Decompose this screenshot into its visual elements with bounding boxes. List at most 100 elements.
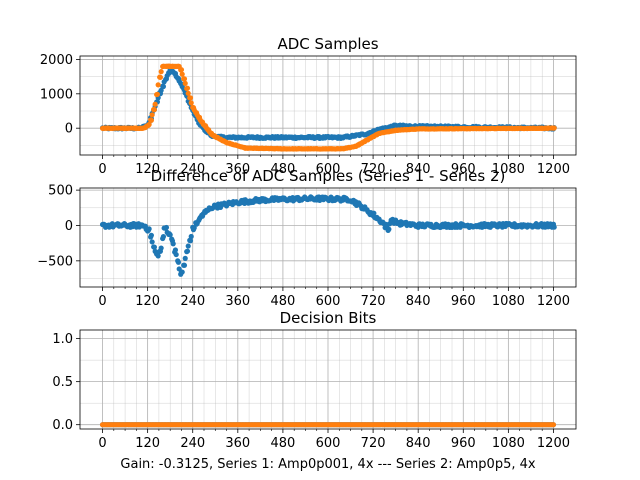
x-tick-label: 480 xyxy=(270,294,295,309)
data-point xyxy=(182,255,188,261)
x-tick-label: 120 xyxy=(135,162,160,177)
x-tick-label: 840 xyxy=(406,162,431,177)
y-tick-label: −500 xyxy=(37,254,73,269)
x-tick-label: 960 xyxy=(451,162,476,177)
y-tick-label: 500 xyxy=(48,184,73,199)
data-point xyxy=(148,232,154,238)
x-tick-label: 840 xyxy=(406,436,431,451)
series-series-2 xyxy=(99,63,557,152)
x-tick-label: 1200 xyxy=(537,436,570,451)
x-tick-label: 0 xyxy=(98,162,106,177)
chart-title: ADC Samples xyxy=(277,35,378,53)
panel-bits: 0 120 240 360 480 600 720 840 960 1080 1200 0.0 0.5 1… xyxy=(52,309,577,451)
y-tick-label: 0 xyxy=(65,219,73,234)
data-point xyxy=(184,85,191,91)
y-tick-label: 1000 xyxy=(40,87,73,102)
figure-note: Gain: -0.3125, Series 1: Amp0p001, 4x --… xyxy=(120,457,535,472)
panel-adc: 0 120 240 360 480 600 720 840 960 1080 1200 0 1000 20… xyxy=(40,35,577,177)
chart-title: Difference of ADC Samples (Series 1 - Se… xyxy=(151,167,506,185)
x-tick-label: 1200 xyxy=(537,294,570,309)
data-point xyxy=(179,71,185,77)
x-tick-label: 720 xyxy=(361,294,386,309)
x-tick-label: 480 xyxy=(270,162,295,177)
x-tick-label: 720 xyxy=(361,162,386,177)
data-point xyxy=(175,259,182,265)
data-point xyxy=(178,67,185,73)
x-tick-label: 360 xyxy=(225,294,250,309)
data-point xyxy=(154,91,161,97)
x-tick-label: 960 xyxy=(451,436,476,451)
data-point xyxy=(173,251,179,258)
data-point xyxy=(182,80,188,86)
data-point xyxy=(146,226,152,232)
x-tick-label: 840 xyxy=(406,294,431,309)
series-difference xyxy=(99,194,557,277)
data-point xyxy=(158,87,164,93)
data-point xyxy=(160,83,167,90)
x-tick-label: 360 xyxy=(225,162,250,177)
panel-diff: 0 120 240 360 480 600 720 840 960 1080 1200 −500 0 50… xyxy=(37,167,577,309)
x-tick-label: 0 xyxy=(98,294,106,309)
data-point xyxy=(181,262,188,268)
axes-frame xyxy=(79,187,577,288)
data-point xyxy=(188,100,194,106)
data-point xyxy=(185,243,191,249)
data-point xyxy=(185,90,191,96)
y-tick-label: 0.5 xyxy=(52,375,73,390)
x-tick-label: 360 xyxy=(225,436,250,451)
data-point xyxy=(550,422,557,428)
data-point xyxy=(551,125,557,131)
y-tick-label: 2000 xyxy=(40,53,73,68)
y-tick-label: 0.0 xyxy=(52,418,73,433)
data-point xyxy=(158,245,164,251)
data-point xyxy=(188,233,194,240)
data-point xyxy=(149,112,155,118)
x-tick-label: 1080 xyxy=(492,294,525,309)
data-point xyxy=(148,117,154,123)
data-point xyxy=(184,248,191,254)
y-tick-label: 1.0 xyxy=(52,332,73,347)
axes-frame xyxy=(79,55,577,156)
chart-title: Decision Bits xyxy=(280,309,377,327)
x-tick-label: 600 xyxy=(316,436,341,451)
data-point xyxy=(187,238,194,244)
data-point xyxy=(179,269,185,275)
data-point xyxy=(160,233,167,240)
data-point xyxy=(158,69,164,75)
x-tick-label: 240 xyxy=(180,162,205,177)
x-tick-label: 480 xyxy=(270,436,295,451)
data-point xyxy=(181,76,188,82)
axes-frame xyxy=(79,329,577,430)
data-point xyxy=(151,244,157,250)
data-point xyxy=(386,226,392,232)
x-tick-label: 600 xyxy=(316,294,341,309)
x-tick-label: 1200 xyxy=(537,162,570,177)
x-tick-label: 240 xyxy=(180,294,205,309)
data-point xyxy=(155,82,161,88)
data-point xyxy=(152,101,158,107)
x-tick-label: 600 xyxy=(316,162,341,177)
series-series-2 xyxy=(99,422,557,428)
data-point xyxy=(167,232,173,238)
data-point xyxy=(371,210,377,216)
data-point xyxy=(151,107,157,113)
data-point xyxy=(155,253,161,259)
data-point xyxy=(149,239,155,245)
x-tick-label: 720 xyxy=(361,436,386,451)
x-tick-label: 0 xyxy=(98,436,106,451)
data-point xyxy=(551,224,557,230)
x-tick-label: 240 xyxy=(180,436,205,451)
x-tick-label: 1080 xyxy=(492,162,525,177)
y-tick-label: 0 xyxy=(65,122,73,137)
data-point xyxy=(170,241,176,247)
x-tick-label: 120 xyxy=(135,436,160,451)
x-tick-label: 120 xyxy=(135,294,160,309)
data-point xyxy=(146,121,152,128)
data-point xyxy=(187,95,194,101)
data-point xyxy=(157,74,164,80)
data-point xyxy=(172,247,179,253)
data-point xyxy=(163,224,170,231)
x-tick-label: 960 xyxy=(451,294,476,309)
x-tick-label: 1080 xyxy=(492,436,525,451)
